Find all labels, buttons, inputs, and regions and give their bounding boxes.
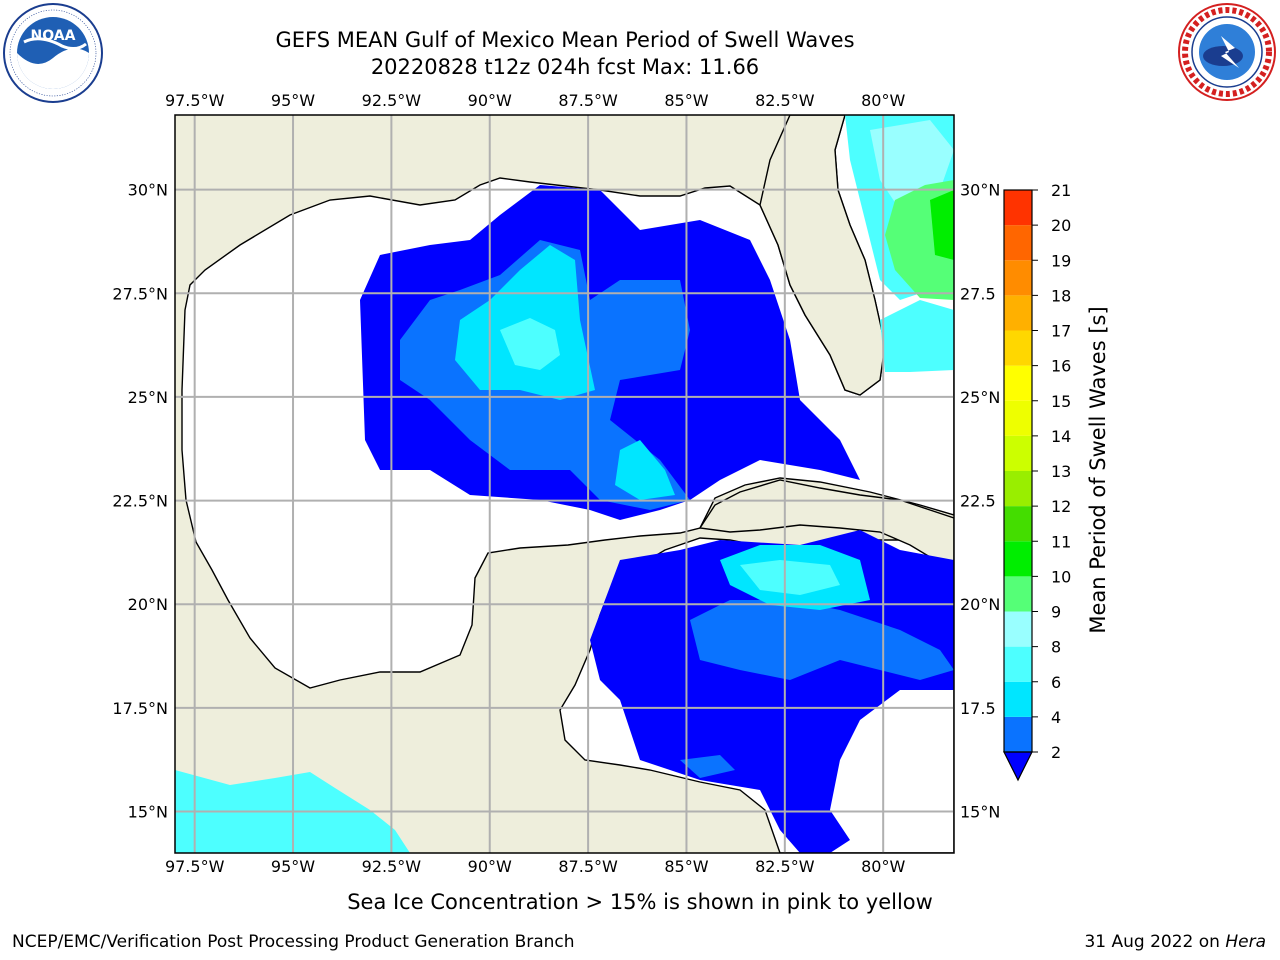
colorbar-tick-label: 9 <box>1051 603 1061 622</box>
colorbar-segment <box>1004 330 1032 366</box>
lon-label-top: 95°W <box>271 91 315 110</box>
colorbar-tick-label: 6 <box>1051 673 1061 692</box>
lon-label-bottom: 80°W <box>861 857 905 876</box>
noaa-logo: NOAA <box>3 3 103 103</box>
lat-label-left: 25°N <box>128 388 168 407</box>
lat-label-left: 20°N <box>128 595 168 614</box>
colorbar-tick-label: 16 <box>1051 357 1071 376</box>
lat-label-right: 30°N <box>960 181 1000 200</box>
shade-8to9-lightcyan <box>500 318 560 370</box>
colorbar-segment <box>1004 506 1032 542</box>
graticule <box>175 115 954 853</box>
colorbar-segment <box>1004 190 1032 226</box>
lon-label-top: 80°W <box>861 91 905 110</box>
colorbar-tick-label: 18 <box>1051 286 1071 305</box>
svg-text:NOAA: NOAA <box>31 28 76 44</box>
lon-label-top: 92.5°W <box>362 91 422 110</box>
footer-host: Hera <box>1225 932 1266 952</box>
colorbar-tick-label: 20 <box>1051 216 1071 235</box>
map-frame <box>174 114 955 854</box>
colorbar-tick-label: 15 <box>1051 392 1071 411</box>
lat-label-right: 27.5 <box>960 284 996 303</box>
cuba-land <box>698 479 954 571</box>
colorbar-tick-label: 17 <box>1051 322 1071 341</box>
lon-label-top: 85°W <box>664 91 708 110</box>
colorbar-segment <box>1004 400 1032 436</box>
colorbar-tick-label: 13 <box>1051 462 1071 481</box>
sea-ice-note: Sea Ice Concentration > 15% is shown in … <box>347 890 933 914</box>
colorbar-segment <box>1004 435 1032 471</box>
colorbar-tick-label: 4 <box>1051 708 1061 727</box>
shade-6to8-cyan <box>455 245 675 500</box>
lon-label-bottom: 90°W <box>468 857 512 876</box>
lat-label-right: 22.5 <box>960 492 996 511</box>
colorbar-tick-label: 11 <box>1051 532 1071 551</box>
colorbar-segment <box>1004 365 1032 401</box>
map-plot-area <box>175 115 954 853</box>
shade-south-8to9 <box>740 560 840 595</box>
lat-label-left: 27.5°N <box>112 284 168 303</box>
colorbar-segment <box>1004 576 1032 612</box>
lon-label-top: 82.5°W <box>755 91 815 110</box>
colorbar-tick-label: 12 <box>1051 497 1071 516</box>
colorbar-tick-label: 8 <box>1051 638 1061 657</box>
colorbar-segment <box>1004 716 1032 752</box>
colorbar-extend-arrow <box>1003 751 1033 782</box>
lon-label-bottom: 97.5°W <box>165 857 225 876</box>
footer-date-text: 31 Aug 2022 on <box>1084 932 1220 952</box>
colorbar: 2 4 6 8 9 10 11 12 13 14 15 16 17 18 19 20 21 <box>1003 181 1071 782</box>
colorbar-segment <box>1004 681 1032 717</box>
colorbar-label: Mean Period of Swell Waves [s] <box>1086 306 1110 633</box>
lat-label-left: 17.5°N <box>112 699 168 718</box>
lon-label-bottom: 85°W <box>664 857 708 876</box>
florida-land <box>759 115 886 396</box>
lat-label-left: 30°N <box>128 181 168 200</box>
lon-label-bottom: 92.5°W <box>362 857 422 876</box>
lon-label-top: 97.5°W <box>165 91 225 110</box>
colorbar-segment <box>1004 260 1032 296</box>
colorbar-tick-label: 21 <box>1051 181 1071 200</box>
lon-label-top: 87.5°W <box>558 91 618 110</box>
lat-label-right: 15°N <box>960 803 1000 822</box>
shade-east-brightgreen <box>930 190 954 260</box>
chart-subtitle: 20220828 t12z 024h fcst Max: 11.66 <box>370 55 760 79</box>
lon-label-bottom: 82.5°W <box>755 857 815 876</box>
lat-label-right: 25°N <box>960 388 1000 407</box>
colorbar-tick-label: 10 <box>1051 567 1071 586</box>
colorbar-segment <box>1004 646 1032 682</box>
colorbar-tick-label: 14 <box>1051 427 1071 446</box>
lon-label-top: 90°W <box>468 91 512 110</box>
shade-south-4to6 <box>680 600 954 778</box>
colorbar-segment <box>1004 295 1032 331</box>
shade-south-blue <box>590 530 954 853</box>
colorbar-segment <box>1004 611 1032 647</box>
colorbar-tick-label: 2 <box>1051 743 1061 762</box>
lat-label-right: 20°N <box>960 595 1000 614</box>
footer-credit: NCEP/EMC/Verification Post Processing Pr… <box>12 932 575 952</box>
lat-label-right: 17.5 <box>960 699 996 718</box>
colorbar-segment <box>1004 541 1032 577</box>
lat-label-left: 15°N <box>128 803 168 822</box>
footer-date: 31 Aug 2022 on Hera <box>1084 932 1266 952</box>
lat-label-left: 22.5°N <box>112 492 168 511</box>
chart-title: GEFS MEAN Gulf of Mexico Mean Period of … <box>275 28 855 52</box>
colorbar-segment <box>1004 471 1032 507</box>
lon-label-bottom: 95°W <box>271 857 315 876</box>
axis-labels: 97.5°W 97.5°W 95°W 95°W 92.5°W 92.5°W 90°W 90°W… <box>112 91 1000 876</box>
nws-logo <box>1178 3 1276 101</box>
swell-period-shading <box>360 115 954 853</box>
colorbar-tick-label: 19 <box>1051 251 1071 270</box>
colorbar-segment <box>1004 225 1032 261</box>
lon-label-bottom: 87.5°W <box>558 857 618 876</box>
